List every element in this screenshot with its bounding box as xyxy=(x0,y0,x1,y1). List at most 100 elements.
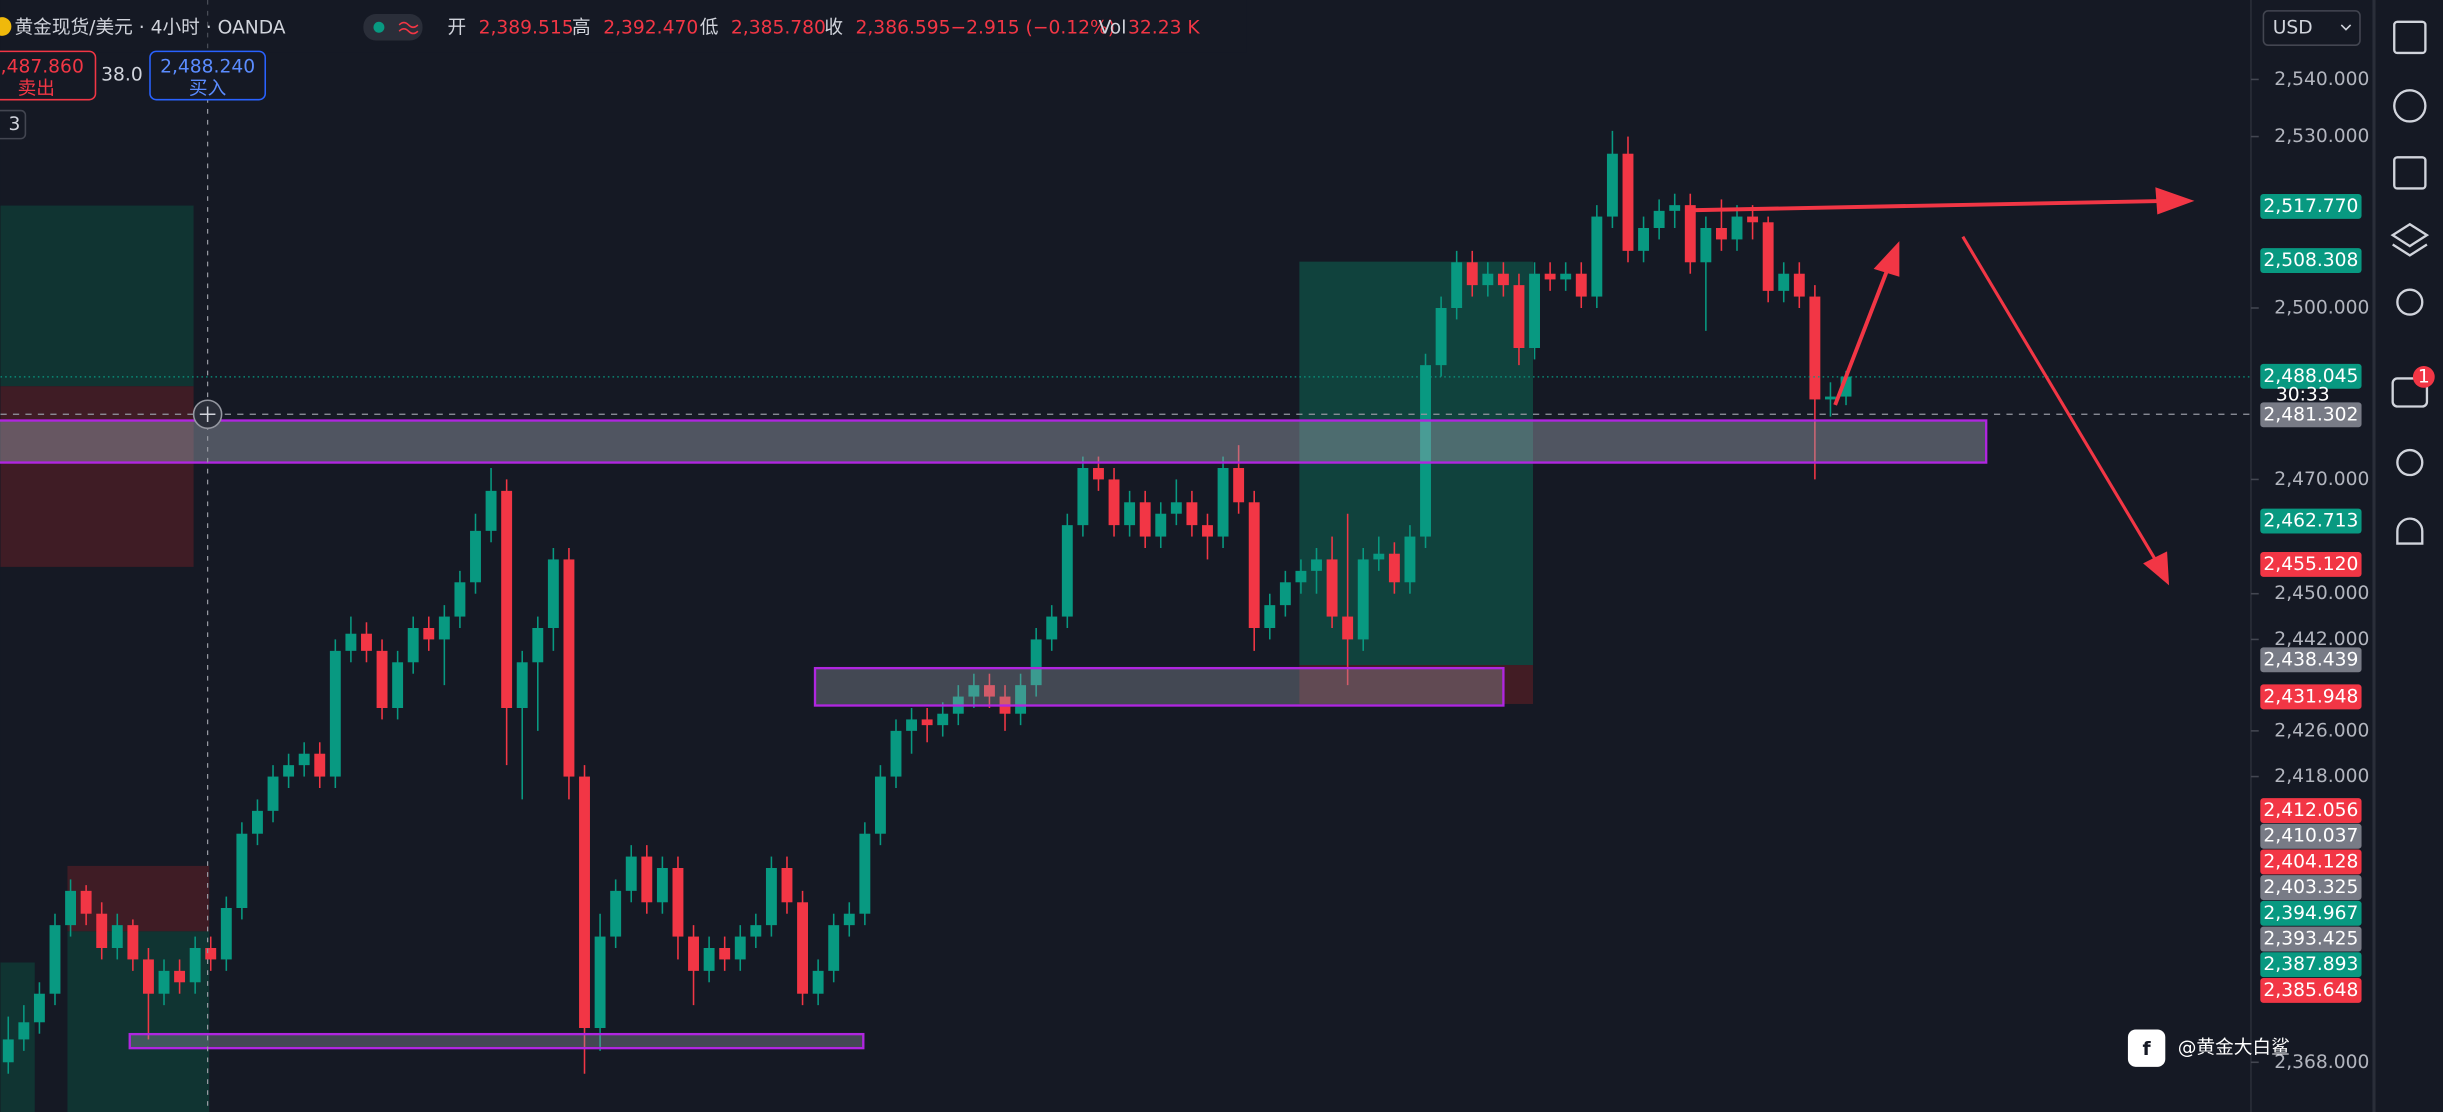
price-tag xyxy=(2260,551,2362,577)
spread: 38.0 xyxy=(101,64,143,85)
candle-body xyxy=(1700,228,1712,263)
price-tag xyxy=(2260,823,2362,849)
currency-select[interactable] xyxy=(2262,10,2361,46)
price-tag-label: 2,403.325 xyxy=(2263,877,2358,898)
candle-body xyxy=(1513,285,1525,348)
candle-body xyxy=(252,810,263,834)
loss-zone xyxy=(1299,665,1533,704)
candle-body xyxy=(1202,525,1213,537)
badge xyxy=(2412,365,2435,388)
watermark-logo-text: f xyxy=(2143,1039,2152,1060)
candle-body xyxy=(532,628,544,663)
candle-body xyxy=(1388,553,1400,583)
candle-body xyxy=(874,776,886,834)
zone xyxy=(0,419,1988,464)
candle-body xyxy=(1326,559,1338,617)
y-tick-label: 2,426.000 xyxy=(2274,720,2369,741)
price-tag-label: 2,488.045 xyxy=(2263,366,2358,387)
candle-body xyxy=(111,925,123,949)
candle-body xyxy=(1108,479,1120,526)
candle-body xyxy=(407,628,419,663)
candle-body xyxy=(283,765,295,777)
symbol-title[interactable]: 黄金现货/美元 · 4小时 · OANDA xyxy=(14,18,285,39)
candle-body xyxy=(1731,216,1743,240)
candle-body xyxy=(18,1022,30,1040)
candle-body xyxy=(127,925,139,960)
buy-label: 买入 xyxy=(189,78,226,99)
candle-body xyxy=(625,856,637,891)
candle-body xyxy=(1684,205,1696,263)
candle-body xyxy=(1186,502,1198,526)
icon[interactable] xyxy=(2393,156,2427,190)
price-tag xyxy=(2260,402,2362,428)
sell-label: 卖出 xyxy=(18,78,55,99)
candle-body xyxy=(937,713,949,726)
price-tag xyxy=(2260,875,2362,901)
candle-body xyxy=(1046,616,1058,640)
candle-body xyxy=(205,947,217,960)
price-tag xyxy=(2260,952,2362,978)
arrow-head xyxy=(2143,551,2170,586)
toolbar-icons xyxy=(2390,20,2430,545)
currency[interactable]: USD xyxy=(2273,18,2313,39)
candle-body xyxy=(1529,273,1540,348)
candle-body xyxy=(267,776,279,811)
watermark-logo xyxy=(2127,1029,2166,1067)
candle-body xyxy=(142,959,154,994)
candle-body xyxy=(843,913,855,926)
candle-body xyxy=(563,559,575,777)
candle-body xyxy=(1435,308,1447,366)
candle-body xyxy=(1342,616,1354,640)
candle-body xyxy=(438,616,450,640)
icon[interactable] xyxy=(2396,288,2424,316)
candle-body xyxy=(1139,502,1151,537)
price-tag-label: 2,393.425 xyxy=(2263,929,2358,950)
header-bg xyxy=(0,0,1247,53)
arrow xyxy=(1833,267,1890,406)
candle-body xyxy=(501,490,513,708)
candle-body xyxy=(2,1039,14,1063)
icon[interactable] xyxy=(2393,20,2427,55)
candle-body xyxy=(189,947,201,983)
open-value: 2,389.515 xyxy=(479,18,574,39)
candle-body xyxy=(890,730,902,777)
candle-body xyxy=(314,753,326,777)
sell-price: 2,487.860 xyxy=(0,56,84,77)
icon[interactable] xyxy=(2390,222,2430,257)
open-label: 开 xyxy=(447,18,466,39)
icon[interactable] xyxy=(2396,517,2424,545)
indicators-toggle[interactable] xyxy=(0,109,27,140)
profit-zone xyxy=(0,962,35,1112)
candle-body xyxy=(547,559,559,628)
status-wave xyxy=(398,21,419,35)
candle-body xyxy=(345,633,357,651)
candle-body xyxy=(1170,502,1182,514)
candle-body xyxy=(376,650,388,708)
candle-body xyxy=(610,890,622,937)
candle-body xyxy=(1575,273,1587,297)
candle-body xyxy=(1373,553,1385,560)
low-value: 2,385.780 xyxy=(731,18,826,39)
candle-body xyxy=(688,936,699,971)
buy-button[interactable] xyxy=(149,50,267,101)
icon[interactable] xyxy=(2396,448,2424,477)
candle-body xyxy=(1311,559,1322,571)
candle-body xyxy=(329,650,341,777)
icon[interactable] xyxy=(2391,377,2429,408)
candle-body xyxy=(1778,273,1790,291)
low-label: 低 xyxy=(700,18,719,39)
candle-body xyxy=(719,947,731,960)
symbol-icon xyxy=(0,17,12,36)
price-tag-label: 2,481.302 xyxy=(2263,404,2358,425)
candle-body xyxy=(1451,262,1463,308)
candles xyxy=(2,130,1852,1074)
sell-button[interactable] xyxy=(0,50,97,101)
y-tick-label: 2,470.000 xyxy=(2274,469,2369,490)
candle-body xyxy=(96,913,108,949)
icon[interactable] xyxy=(2393,89,2427,123)
price-tag xyxy=(2260,900,2362,926)
price-tags: 2,517.770 2,508.308 2,488.045 2,481.302 2,46… xyxy=(2260,193,2362,1003)
candle-body xyxy=(33,993,45,1023)
